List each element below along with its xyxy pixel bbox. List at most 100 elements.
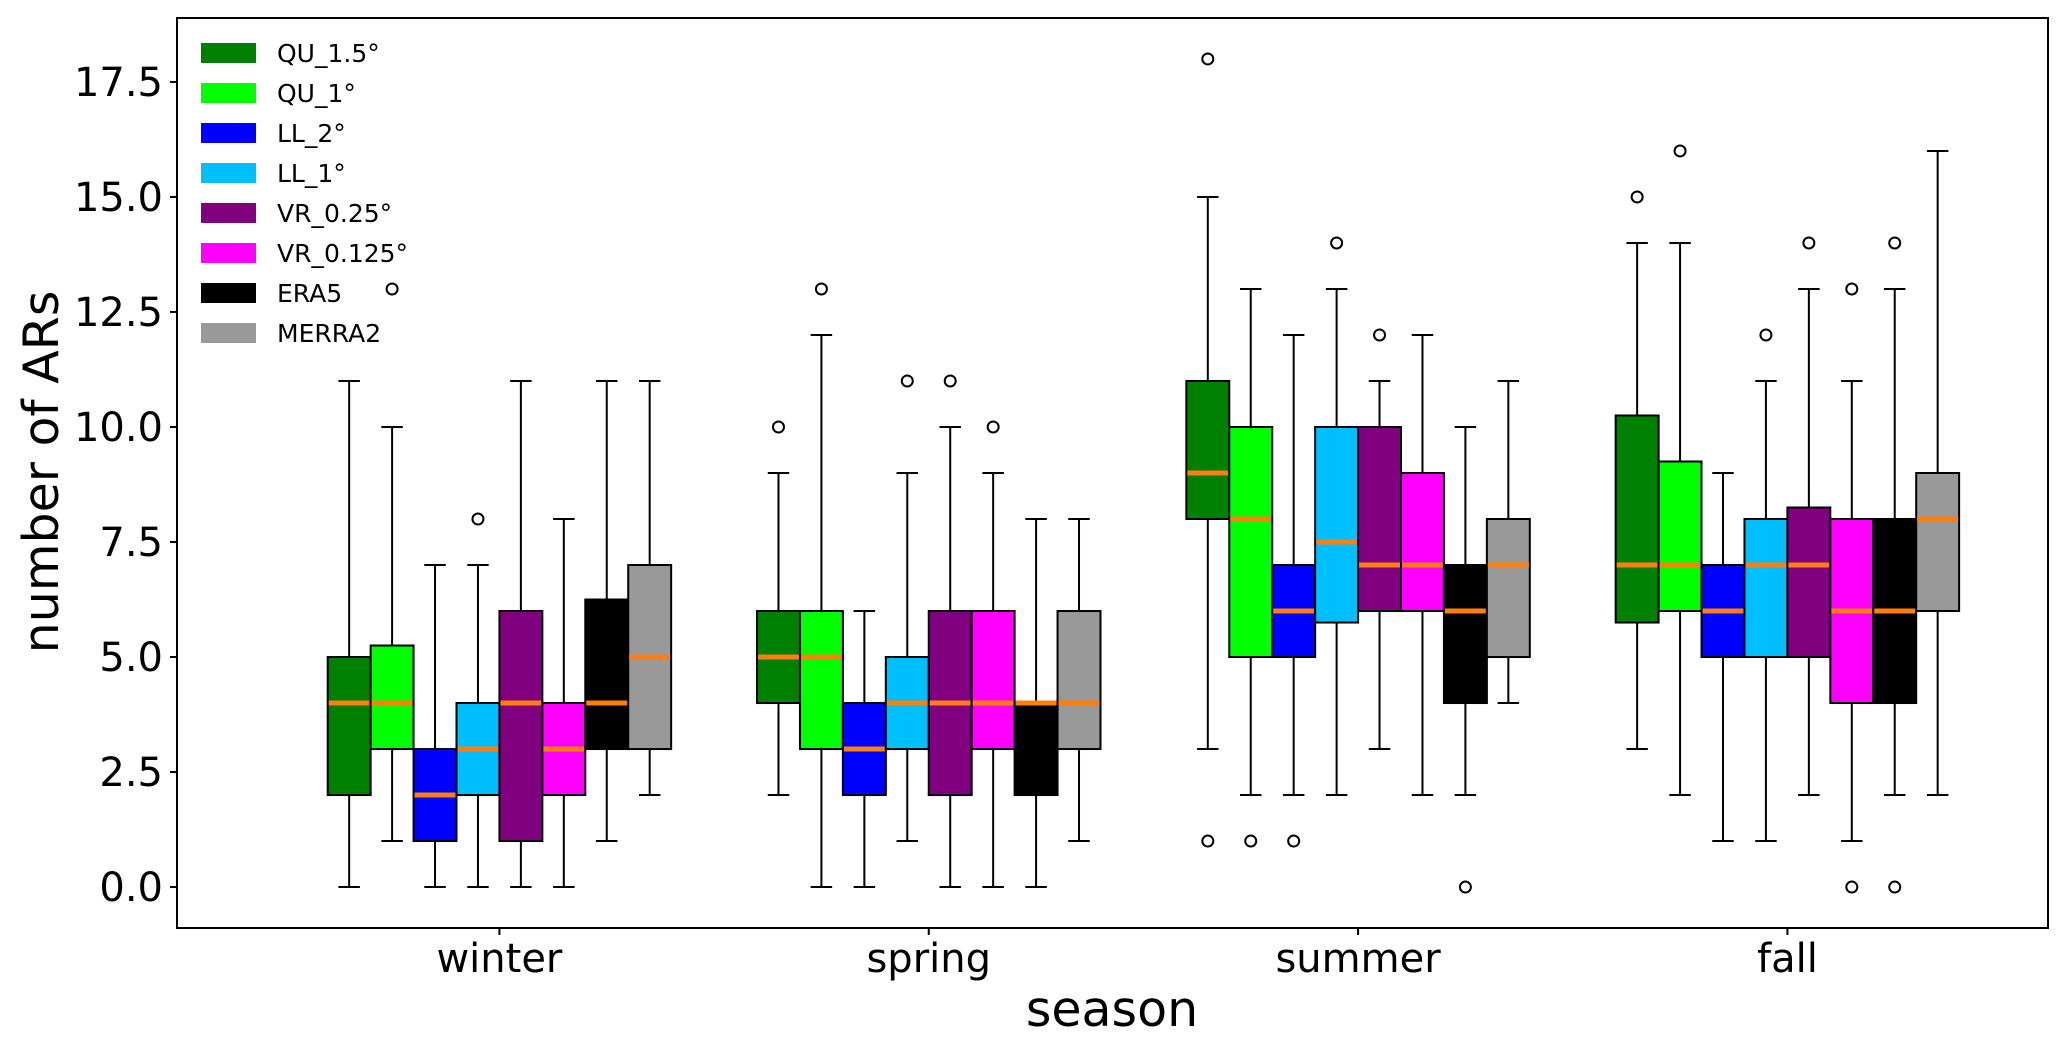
box-group — [412, 564, 458, 889]
box — [1314, 425, 1360, 624]
legend-swatch — [201, 243, 256, 263]
box — [1185, 379, 1231, 521]
outlier-point — [1802, 236, 1816, 250]
box-group — [1485, 379, 1531, 705]
y-axis: 0.0 2.5 5.0 7.5 10.0 12.5 15.0 17.5 — [74, 60, 177, 911]
x-axis-title: season — [1026, 981, 1198, 1038]
axes-frame — [176, 17, 2049, 929]
x-tick-label: fall — [1757, 936, 1818, 982]
box-group — [1357, 328, 1403, 751]
y-tick-label: 10.0 — [74, 405, 163, 451]
legend-label: QU_1° — [277, 79, 356, 108]
outlier-point — [1759, 328, 1773, 342]
outlier-point — [1330, 236, 1344, 250]
box-group — [970, 420, 1016, 889]
legend-item: LL_1° — [201, 159, 346, 188]
box-group — [627, 379, 673, 797]
box-group — [541, 518, 587, 889]
box-group — [1442, 425, 1488, 894]
y-tick-label: 2.5 — [99, 750, 163, 796]
box-group — [1271, 333, 1317, 848]
box-group — [1786, 236, 1832, 797]
outlier-point — [1201, 834, 1215, 848]
box-group — [369, 282, 415, 843]
box-group — [1400, 333, 1445, 797]
y-axis-title: number of ARs — [13, 291, 70, 654]
legend-swatch — [201, 83, 256, 103]
box — [1228, 425, 1274, 659]
y-tick-label: 7.5 — [99, 520, 163, 566]
outlier-point — [1630, 190, 1644, 204]
outlier-point — [1673, 144, 1687, 158]
legend-swatch — [201, 203, 256, 223]
box — [1786, 506, 1832, 659]
outlier-point — [1244, 834, 1258, 848]
outlier-point — [986, 420, 1000, 434]
y-tick-label: 5.0 — [99, 635, 163, 681]
box — [369, 644, 415, 751]
box-group — [326, 379, 372, 889]
box — [1400, 472, 1445, 613]
outlier-point — [471, 512, 485, 526]
box — [1357, 425, 1403, 613]
legend-item: LL_2° — [201, 119, 346, 148]
outlier-point — [943, 374, 957, 388]
box — [1657, 460, 1703, 613]
box — [798, 610, 844, 751]
x-tick-label: winter — [436, 936, 562, 982]
box-group — [1056, 518, 1102, 843]
box-group — [884, 374, 930, 843]
y-tick-label: 0.0 — [99, 865, 163, 911]
x-tick-label: summer — [1275, 936, 1441, 982]
legend-label: MERRA2 — [277, 319, 381, 348]
outlier-point — [1888, 236, 1902, 250]
legend: QU_1.5° QU_1° LL_2° LL_1° VR_0.25° VR_0.125° E… — [201, 39, 408, 348]
box-group — [1228, 287, 1274, 848]
box-group — [841, 610, 887, 889]
x-axis: winter spring summer fall — [436, 928, 1818, 982]
legend-item: VR_0.25° — [201, 199, 392, 228]
legend-item: VR_0.125° — [201, 239, 408, 268]
box — [1056, 610, 1102, 751]
outlier-point — [1287, 834, 1301, 848]
outlier-point — [1888, 880, 1902, 894]
y-tick-label: 12.5 — [74, 290, 163, 336]
box-group — [1614, 190, 1660, 751]
legend-label: QU_1.5° — [277, 39, 380, 68]
legend-label: LL_2° — [277, 119, 346, 148]
box — [1013, 702, 1059, 797]
outlier-point — [900, 374, 914, 388]
legend-label: LL_1° — [277, 159, 346, 188]
legend-item: QU_1° — [201, 79, 356, 108]
legend-item: ERA5 — [201, 279, 342, 308]
legend-swatch — [201, 123, 256, 143]
outlier-point — [1373, 328, 1387, 342]
box — [326, 656, 372, 797]
legend-item: MERRA2 — [201, 319, 381, 348]
legend-swatch — [201, 163, 256, 183]
box — [1915, 472, 1961, 613]
legend-swatch — [201, 283, 256, 303]
outlier-point — [1458, 880, 1472, 894]
plot-area — [326, 52, 1961, 894]
box-group — [1700, 472, 1746, 843]
legend-swatch — [201, 43, 256, 63]
box — [1743, 518, 1789, 659]
box — [498, 610, 544, 843]
outlier-point — [1845, 880, 1859, 894]
box — [1442, 564, 1488, 705]
y-tick-label: 17.5 — [74, 60, 163, 106]
box-group — [1743, 328, 1789, 843]
y-tick-label: 15.0 — [74, 175, 163, 221]
box-group — [1915, 149, 1961, 797]
outlier-point — [1201, 52, 1215, 66]
box — [1614, 414, 1660, 624]
box-group — [1314, 236, 1360, 797]
box-group — [756, 420, 801, 797]
box — [970, 610, 1016, 751]
legend-label: VR_0.25° — [277, 199, 392, 228]
legend-label: ERA5 — [277, 279, 342, 308]
outlier-point — [385, 282, 399, 296]
box-group — [1872, 236, 1918, 894]
